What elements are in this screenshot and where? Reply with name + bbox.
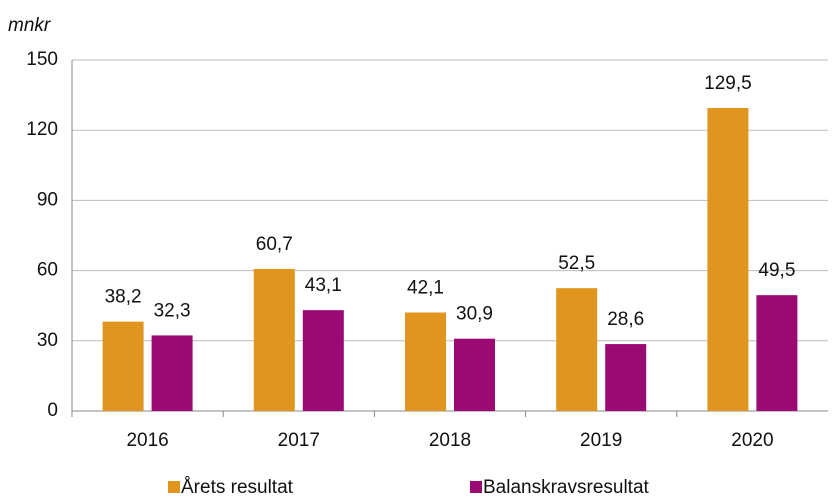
- legend-swatch: [168, 481, 180, 493]
- bar: [454, 338, 495, 411]
- bar: [102, 321, 144, 411]
- data-label: 28,6: [607, 309, 644, 330]
- bar: [405, 312, 446, 411]
- x-tick-label: 2019: [580, 430, 622, 451]
- bar: [151, 335, 193, 411]
- x-tick-label: 2017: [278, 430, 320, 451]
- bar: [756, 295, 798, 411]
- y-tick-label: 0: [47, 400, 58, 421]
- x-tick-label: 2018: [429, 430, 471, 451]
- data-label: 42,1: [407, 278, 444, 299]
- y-tick-label: 30: [37, 330, 58, 351]
- data-label: 52,5: [558, 253, 595, 274]
- y-tick-label: 60: [37, 260, 58, 281]
- bar: [707, 107, 749, 411]
- y-tick-label: 120: [26, 119, 58, 140]
- data-label: 32,3: [154, 300, 191, 321]
- x-tick-label: 2020: [731, 430, 773, 451]
- legend-label: Balanskravsresultat: [483, 477, 650, 497]
- bar: [302, 310, 344, 411]
- data-label: 129,5: [704, 73, 752, 94]
- data-label: 30,9: [456, 304, 493, 325]
- legend-swatch: [470, 481, 482, 493]
- bar: [556, 288, 598, 411]
- data-label: 60,7: [256, 234, 293, 255]
- y-tick-label: 150: [26, 49, 58, 70]
- bar: [605, 344, 647, 411]
- data-label: 49,5: [758, 260, 795, 281]
- y-tick-label: 90: [37, 189, 58, 210]
- legend-label: Årets resultat: [181, 477, 294, 497]
- bar: [253, 268, 295, 411]
- x-tick-label: 2016: [126, 430, 168, 451]
- data-label: 38,2: [105, 287, 142, 308]
- data-label: 43,1: [305, 275, 342, 296]
- y-axis-label: mnkr: [8, 15, 51, 36]
